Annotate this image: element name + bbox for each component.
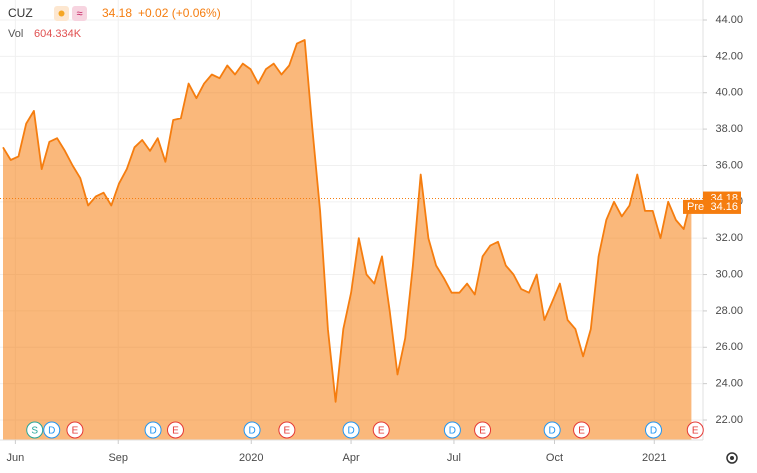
- y-tick-label: 28.00: [715, 305, 743, 317]
- settings-button[interactable]: [726, 452, 738, 464]
- x-tick-label: Jun: [7, 452, 25, 464]
- gear-icon[interactable]: [726, 452, 738, 464]
- event-marker[interactable]: [644, 421, 662, 439]
- change: +0.02 (+0.06%): [138, 6, 221, 20]
- area-fill: [3, 40, 692, 440]
- event-label: D: [149, 426, 156, 437]
- event-label: E: [378, 426, 385, 437]
- event-label: E: [692, 426, 699, 437]
- event-label: E: [72, 426, 79, 437]
- event-label: S: [31, 426, 38, 437]
- x-tick-label: 2020: [239, 452, 263, 464]
- event-label: D: [549, 426, 556, 437]
- event-marker[interactable]: [686, 421, 704, 439]
- y-tick-label: 36.00: [715, 159, 743, 171]
- y-tick-label: 30.00: [715, 268, 743, 280]
- event-marker[interactable]: [144, 421, 162, 439]
- y-tick-label: 42.00: [715, 50, 743, 62]
- y-tick-label: 24.00: [715, 378, 743, 390]
- y-tick-label: 44.00: [715, 14, 743, 26]
- event-label: E: [479, 426, 486, 437]
- event-label: D: [449, 426, 456, 437]
- event-label: E: [172, 426, 179, 437]
- event-label: E: [578, 426, 585, 437]
- symbol: CUZ: [8, 6, 33, 20]
- event-marker[interactable]: [66, 421, 84, 439]
- price-line: [2, 39, 693, 403]
- sun-icon: [58, 10, 65, 17]
- pre-price-label: 34.16: [710, 201, 738, 213]
- x-tick-label: Apr: [343, 452, 360, 464]
- event-marker[interactable]: [26, 421, 44, 439]
- y-tick-label: 38.00: [715, 123, 743, 135]
- y-tick-label: 40.00: [715, 87, 743, 99]
- event-marker[interactable]: [278, 421, 296, 439]
- event-marker[interactable]: [372, 421, 390, 439]
- event-label: D: [650, 426, 657, 437]
- event-label: D: [248, 426, 255, 437]
- event-marker[interactable]: [474, 421, 492, 439]
- x-tick-label: 2021: [642, 452, 666, 464]
- header: CUZ ≈ 34.18 +0.02 (+0.06%) Vol 604.334K: [8, 6, 221, 40]
- pre-label: Pre: [687, 201, 704, 213]
- event-marker[interactable]: [166, 421, 184, 439]
- pre-price-box: [683, 199, 741, 214]
- event-marker[interactable]: [43, 421, 61, 439]
- wave-icon: ≈: [76, 8, 82, 20]
- y-tick-label: 22.00: [715, 414, 743, 426]
- event-label: D: [347, 426, 354, 437]
- x-tick-label: Sep: [108, 452, 128, 464]
- x-tick-label: Oct: [546, 452, 563, 464]
- event-marker[interactable]: [573, 421, 591, 439]
- vol-label: Vol: [8, 28, 23, 40]
- event-marker[interactable]: [443, 421, 461, 439]
- y-tick-label: 26.00: [715, 341, 743, 353]
- price: 34.18: [102, 6, 132, 20]
- event-marker[interactable]: [243, 421, 261, 439]
- x-tick-label: Jul: [447, 452, 461, 464]
- volume: 604.334K: [34, 28, 82, 40]
- gear-center: [730, 456, 734, 460]
- event-label: D: [48, 426, 55, 437]
- news-icon: [72, 6, 87, 21]
- event-marker[interactable]: [342, 421, 360, 439]
- event-label: E: [284, 426, 291, 437]
- plot: [2, 39, 693, 440]
- y-tick-label: 32.00: [715, 232, 743, 244]
- event-marker[interactable]: [543, 421, 561, 439]
